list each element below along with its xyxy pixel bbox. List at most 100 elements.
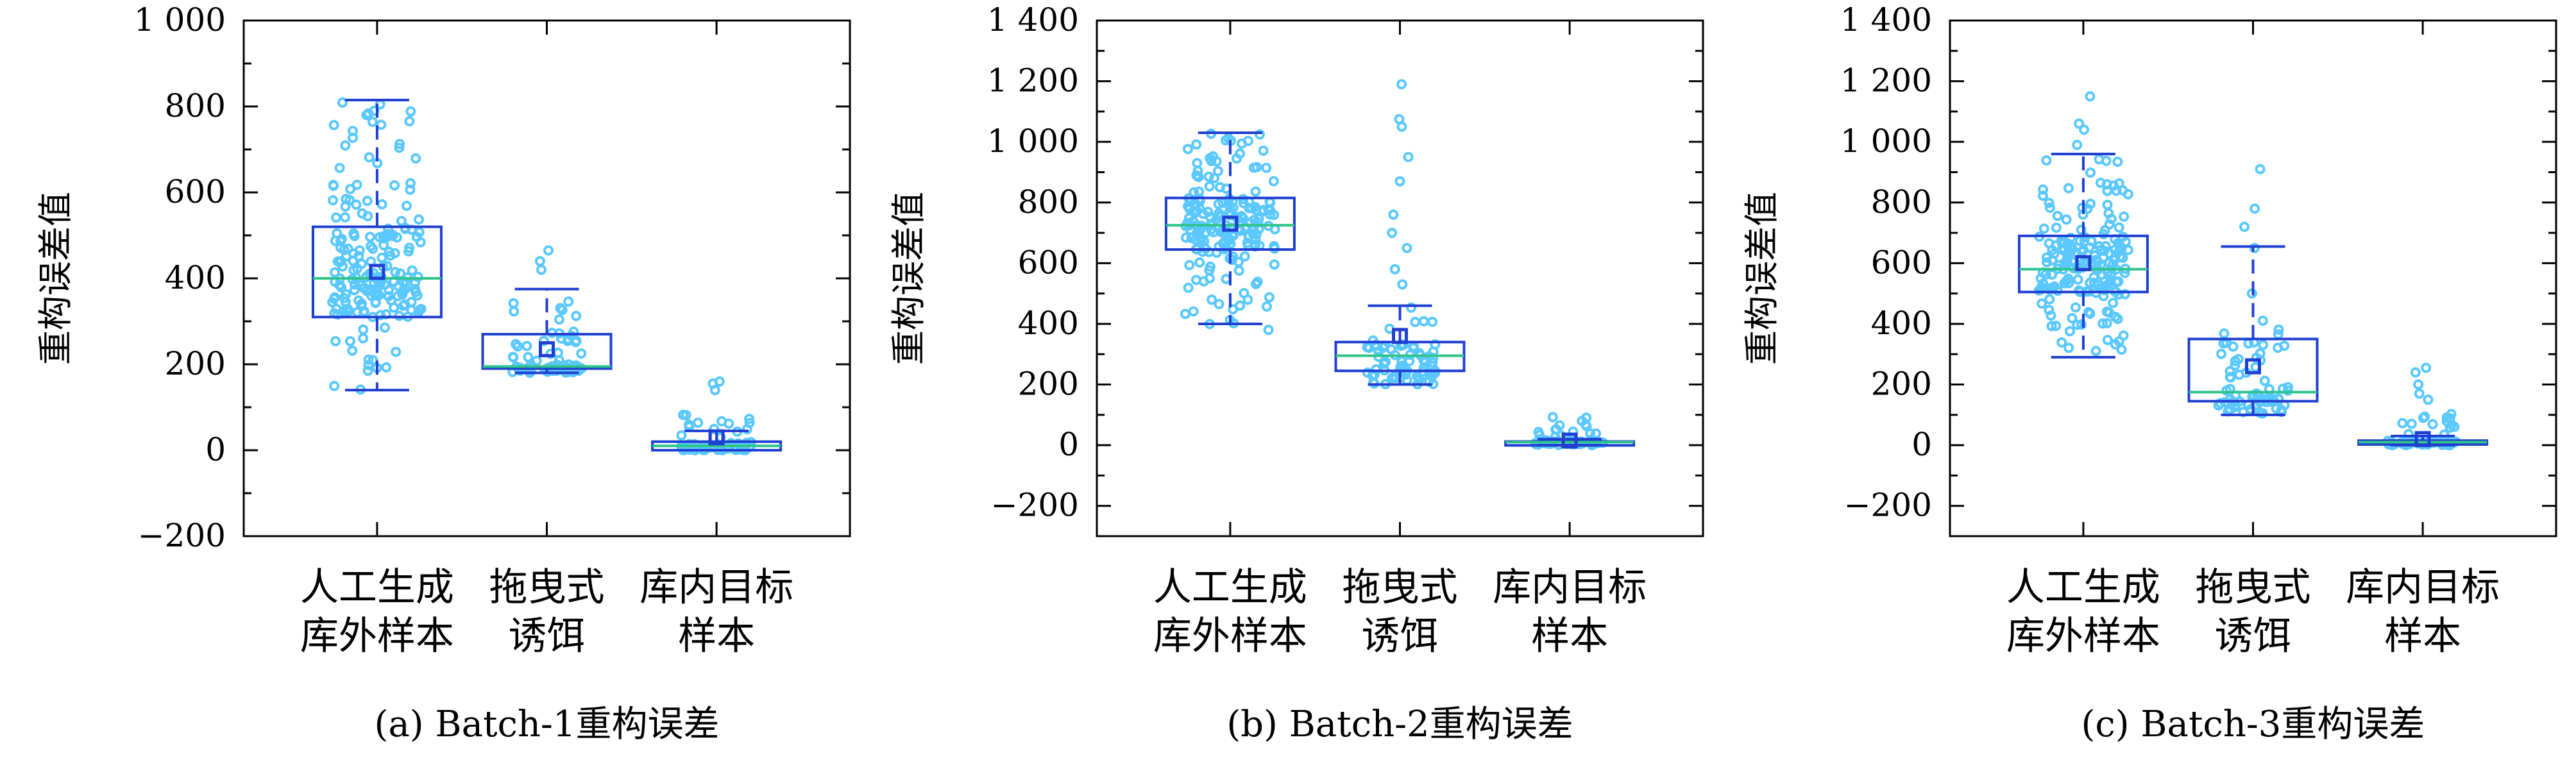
data-point	[2098, 229, 2109, 240]
box-iqr	[311, 225, 443, 319]
y-tick-label: 1 400	[1840, 1, 1932, 38]
data-point	[1223, 133, 1233, 144]
data-point	[1189, 187, 1199, 198]
outlier-point	[2255, 164, 2266, 174]
data-point	[376, 119, 387, 130]
panel-caption: (b) Batch-2重构误差	[1226, 704, 1573, 745]
data-point	[1180, 308, 1191, 319]
data-point	[508, 298, 519, 308]
data-point	[2397, 418, 2408, 428]
data-point	[377, 199, 387, 210]
data-point	[1263, 325, 1274, 335]
data-point	[2105, 269, 2116, 280]
data-point	[2104, 307, 2115, 318]
data-point	[1243, 231, 1254, 242]
data-point	[1182, 144, 1193, 155]
data-point	[2094, 241, 2105, 251]
data-point	[2072, 274, 2083, 285]
x-category-label: 库内目标	[1493, 565, 1647, 610]
data-point	[1413, 373, 1424, 384]
data-point	[2092, 256, 2103, 267]
data-point	[1254, 129, 1265, 140]
data-point	[1214, 182, 1225, 192]
data-point	[374, 232, 385, 242]
data-point	[358, 324, 369, 335]
data-point	[2044, 238, 2055, 249]
data-point	[383, 223, 394, 234]
data-point	[1235, 300, 1246, 311]
outlier-point	[1388, 209, 1399, 220]
outlier-point	[2423, 394, 2434, 405]
data-point	[1191, 139, 1202, 150]
data-point	[389, 180, 400, 190]
data-point	[2273, 324, 2284, 335]
outlier-point	[2413, 379, 2424, 390]
x-category-label: 拖曳式	[489, 565, 605, 610]
outlier-point	[714, 376, 725, 387]
data-point	[2052, 210, 2063, 221]
data-point	[377, 252, 387, 263]
outlier-point	[2410, 367, 2421, 378]
y-tick-label: 0	[1911, 426, 1932, 463]
data-point	[397, 289, 408, 300]
data-point	[2102, 199, 2113, 210]
data-point	[1221, 274, 1232, 285]
outlier-point	[2249, 242, 2260, 253]
outlier-point	[536, 264, 547, 275]
data-point	[2259, 375, 2270, 386]
data-point	[1214, 208, 1224, 219]
mean-marker	[2245, 358, 2261, 375]
data-point	[1261, 301, 1272, 312]
y-tick-label: 1 000	[134, 1, 226, 38]
data-point	[1198, 276, 1209, 287]
data-point	[1213, 199, 1224, 210]
data-point	[1268, 176, 1279, 187]
data-point	[2101, 155, 2112, 166]
data-point	[689, 439, 700, 450]
data-point	[1225, 239, 1236, 249]
data-point	[335, 235, 346, 246]
data-point	[389, 302, 400, 313]
y-tick-label: −200	[1844, 487, 1932, 524]
data-point	[2255, 348, 2266, 359]
data-point	[362, 196, 373, 207]
y-tick-label: 800	[1871, 183, 1932, 221]
data-point	[1406, 302, 1417, 313]
data-point	[2035, 284, 2046, 295]
data-point	[1250, 186, 1261, 197]
data-point	[347, 126, 358, 137]
data-point	[1194, 257, 1205, 268]
data-point	[1236, 138, 1247, 149]
data-point	[394, 139, 405, 149]
data-point	[1408, 341, 1419, 351]
outlier-point	[1387, 228, 1398, 239]
y-axis-label: 重构误差值	[1741, 192, 1782, 365]
data-point	[339, 212, 350, 223]
outlier-point	[1402, 242, 1412, 253]
data-point	[2052, 285, 2063, 296]
data-point	[411, 153, 421, 164]
data-point	[2063, 273, 2074, 284]
data-point	[2116, 344, 2127, 355]
outlier-point	[2239, 221, 2250, 232]
data-point	[384, 285, 394, 296]
data-point	[2041, 252, 2052, 263]
data-point	[349, 230, 360, 241]
data-point	[676, 430, 687, 441]
data-point	[2037, 190, 2048, 201]
x-category-label: 库内目标	[640, 565, 793, 610]
data-point	[2103, 208, 2114, 219]
data-point	[381, 362, 392, 373]
data-point	[554, 314, 564, 325]
data-point	[340, 140, 351, 151]
mean-marker	[2075, 255, 2092, 271]
data-point	[413, 214, 424, 225]
data-point	[384, 246, 394, 257]
data-point	[332, 228, 343, 239]
data-point	[2225, 372, 2236, 383]
mean-marker	[1561, 432, 1578, 449]
x-category-label: 诱饵	[2215, 614, 2292, 659]
data-point	[2061, 214, 2072, 225]
data-point	[563, 296, 574, 307]
data-point	[521, 341, 532, 351]
